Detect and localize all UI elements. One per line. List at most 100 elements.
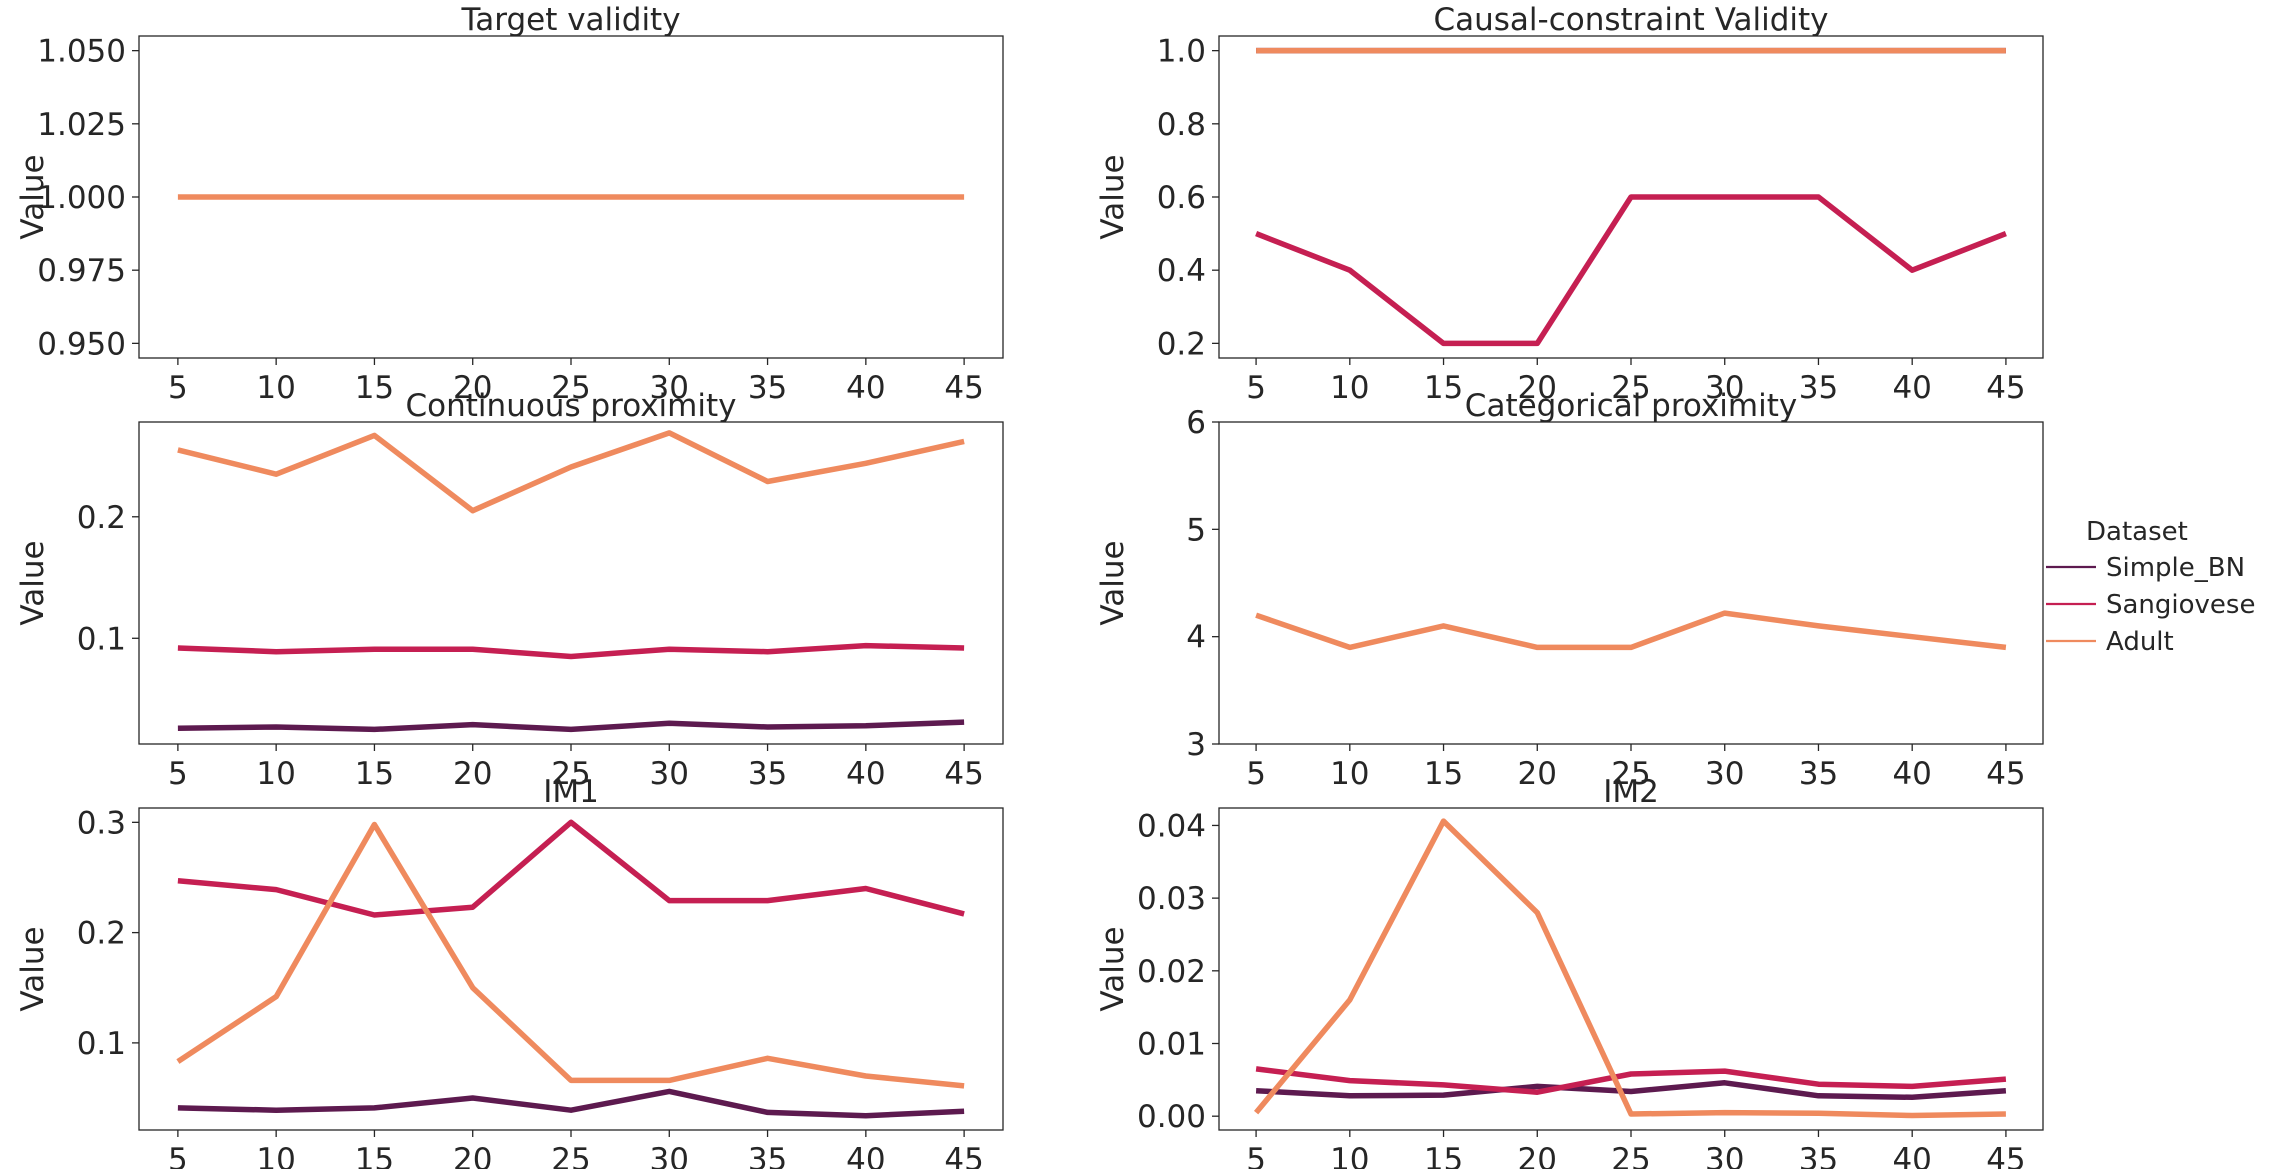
- x-tick-label-causal-constraint-validity-20: 20: [1518, 370, 1557, 406]
- panel-causal-constraint-validity: Causal-constraint Validity Value 5 10 15 20 25…: [1095, 2, 2044, 406]
- x-tick-label-continuous-proximity-30: 30: [650, 756, 689, 792]
- y-tick-label-categorical-proximity-2: 5: [1186, 512, 1206, 548]
- x-tick-label-categorical-proximity-20: 20: [1518, 756, 1557, 792]
- x-tick-label-causal-constraint-validity-30: 30: [1705, 370, 1744, 406]
- x-tick-label-continuous-proximity-20: 20: [453, 756, 492, 792]
- x-tick-label-im2-40: 40: [1892, 1142, 1931, 1169]
- x-tick-label-im1-5: 5: [168, 1142, 188, 1169]
- x-tick-label-im2-45: 45: [1986, 1142, 2025, 1169]
- x-tick-label-target-validity-40: 40: [846, 370, 885, 406]
- y-axis-label-im2: Value: [1095, 926, 1131, 1011]
- x-tick-label-causal-constraint-validity-25: 25: [1611, 370, 1650, 406]
- legend-entry-sangiovese: Sangiovese: [2046, 590, 2255, 620]
- x-tick-label-im1-10: 10: [256, 1142, 295, 1169]
- x-tick-label-im2-35: 35: [1799, 1142, 1838, 1169]
- x-tick-label-target-validity-15: 15: [355, 370, 394, 406]
- series-line-im1-simple-bn: [177, 1088, 965, 1119]
- y-tick-label-causal-constraint-validity-4: 1.0: [1157, 34, 1206, 70]
- legend: Dataset Simple_BN Sangiovese Adult: [2046, 517, 2255, 657]
- y-tick-label-categorical-proximity-1: 4: [1186, 620, 1206, 656]
- series-line-continuous-proximity-simple-bn: [177, 719, 965, 733]
- panel-target-validity: Target validity Value 5 10 15 20 25 30 35 40 45 0.9…: [15, 2, 1004, 406]
- y-tick-label-im2-2: 0.02: [1137, 954, 1206, 990]
- x-tick-label-categorical-proximity-15: 15: [1424, 756, 1463, 792]
- x-tick-label-categorical-proximity-45: 45: [1986, 756, 2025, 792]
- series-line-categorical-proximity-adult: [1255, 610, 2007, 651]
- chart-title-continuous-proximity: Continuous proximity: [406, 388, 737, 424]
- x-tick-label-target-validity-25: 25: [551, 370, 590, 406]
- plot-frame-im2: [1218, 807, 2044, 1131]
- y-tick-label-target-validity-2: 1.000: [37, 180, 126, 216]
- y-tick-label-im2-0: 0.00: [1137, 1099, 1206, 1135]
- y-tick-label-target-validity-0: 0.950: [37, 326, 126, 362]
- y-tick-label-im1-2: 0.3: [77, 805, 126, 841]
- y-tick-label-continuous-proximity-0: 0.1: [77, 621, 126, 657]
- x-tick-label-im2-20: 20: [1518, 1142, 1557, 1169]
- y-axis-label-continuous-proximity: Value: [15, 540, 51, 625]
- chart-title-causal-constraint-validity: Causal-constraint Validity: [1433, 2, 1828, 38]
- x-tick-label-causal-constraint-validity-45: 45: [1986, 370, 2025, 406]
- x-tick-label-im1-20: 20: [453, 1142, 492, 1169]
- y-tick-label-im1-0: 0.1: [77, 1026, 126, 1062]
- y-tick-label-target-validity-1: 0.975: [37, 253, 126, 289]
- y-tick-label-continuous-proximity-1: 0.2: [77, 500, 126, 536]
- x-tick-label-im2-30: 30: [1705, 1142, 1744, 1169]
- x-tick-label-continuous-proximity-5: 5: [168, 756, 188, 792]
- panel-continuous-proximity: Continuous proximity Value 5 10 15 20 25 30 35 40…: [15, 388, 1004, 792]
- x-tick-label-target-validity-5: 5: [168, 370, 188, 406]
- y-tick-label-causal-constraint-validity-0: 0.2: [1157, 326, 1206, 362]
- x-tick-label-causal-constraint-validity-5: 5: [1246, 370, 1266, 406]
- x-tick-label-im1-15: 15: [355, 1142, 394, 1169]
- legend-entry-adult: Adult: [2046, 627, 2174, 657]
- x-tick-label-target-validity-45: 45: [944, 370, 983, 406]
- x-tick-label-target-validity-35: 35: [748, 370, 787, 406]
- y-tick-label-causal-constraint-validity-3: 0.8: [1157, 107, 1206, 143]
- x-tick-label-continuous-proximity-45: 45: [944, 756, 983, 792]
- x-tick-label-categorical-proximity-35: 35: [1799, 756, 1838, 792]
- y-tick-label-target-validity-3: 1.025: [37, 107, 126, 143]
- x-tick-label-im1-25: 25: [551, 1142, 590, 1169]
- x-tick-label-target-validity-10: 10: [256, 370, 295, 406]
- x-tick-label-im1-35: 35: [748, 1142, 787, 1169]
- y-tick-label-causal-constraint-validity-1: 0.4: [1157, 253, 1206, 289]
- x-tick-label-continuous-proximity-35: 35: [748, 756, 787, 792]
- x-tick-label-continuous-proximity-15: 15: [355, 756, 394, 792]
- legend-title: Dataset: [2086, 517, 2188, 547]
- x-tick-label-causal-constraint-validity-35: 35: [1799, 370, 1838, 406]
- y-tick-label-im2-3: 0.03: [1137, 881, 1206, 917]
- x-tick-label-categorical-proximity-40: 40: [1892, 756, 1931, 792]
- plot-frame-categorical-proximity: [1218, 421, 2044, 745]
- x-tick-label-categorical-proximity-30: 30: [1705, 756, 1744, 792]
- legend-label-simple-bn: Simple_BN: [2106, 553, 2245, 583]
- y-axis-label-causal-constraint-validity: Value: [1095, 154, 1131, 239]
- x-tick-label-categorical-proximity-25: 25: [1611, 756, 1650, 792]
- plot-frame-causal-constraint-validity: [1218, 35, 2044, 359]
- y-tick-label-im2-4: 0.04: [1137, 808, 1206, 844]
- y-axis-label-target-validity: Value: [15, 154, 51, 239]
- x-tick-label-im2-5: 5: [1246, 1142, 1266, 1169]
- series-line-causal-constraint-validity-sangiovese: [1255, 194, 2007, 347]
- y-tick-label-categorical-proximity-0: 3: [1186, 727, 1206, 763]
- legend-label-adult: Adult: [2106, 627, 2174, 657]
- y-axis-label-categorical-proximity: Value: [1095, 540, 1131, 625]
- y-axis-label-im1: Value: [15, 926, 51, 1011]
- x-tick-label-continuous-proximity-25: 25: [551, 756, 590, 792]
- plot-frame-continuous-proximity: [138, 421, 1004, 745]
- y-tick-label-im2-1: 0.01: [1137, 1027, 1206, 1063]
- x-tick-label-im2-10: 10: [1330, 1142, 1369, 1169]
- panel-im1: IM1 Value 5 10 15 20 25 30 35 40 45 0.1 0.2 0.3: [15, 774, 1004, 1169]
- x-tick-label-im2-25: 25: [1611, 1142, 1650, 1169]
- series-line-im2-adult: [1253, 818, 2006, 1119]
- x-tick-label-target-validity-20: 20: [453, 370, 492, 406]
- chart-title-im1: IM1: [543, 774, 599, 810]
- legend-entry-simple-bn: Simple_BN: [2046, 553, 2245, 583]
- x-tick-label-continuous-proximity-10: 10: [256, 756, 295, 792]
- x-tick-label-categorical-proximity-5: 5: [1246, 756, 1266, 792]
- y-tick-label-categorical-proximity-3: 6: [1186, 405, 1206, 441]
- x-tick-label-continuous-proximity-40: 40: [846, 756, 885, 792]
- series-line-im1-sangiovese: [177, 819, 965, 918]
- x-tick-label-im1-30: 30: [650, 1142, 689, 1169]
- legend-label-sangiovese: Sangiovese: [2106, 590, 2255, 620]
